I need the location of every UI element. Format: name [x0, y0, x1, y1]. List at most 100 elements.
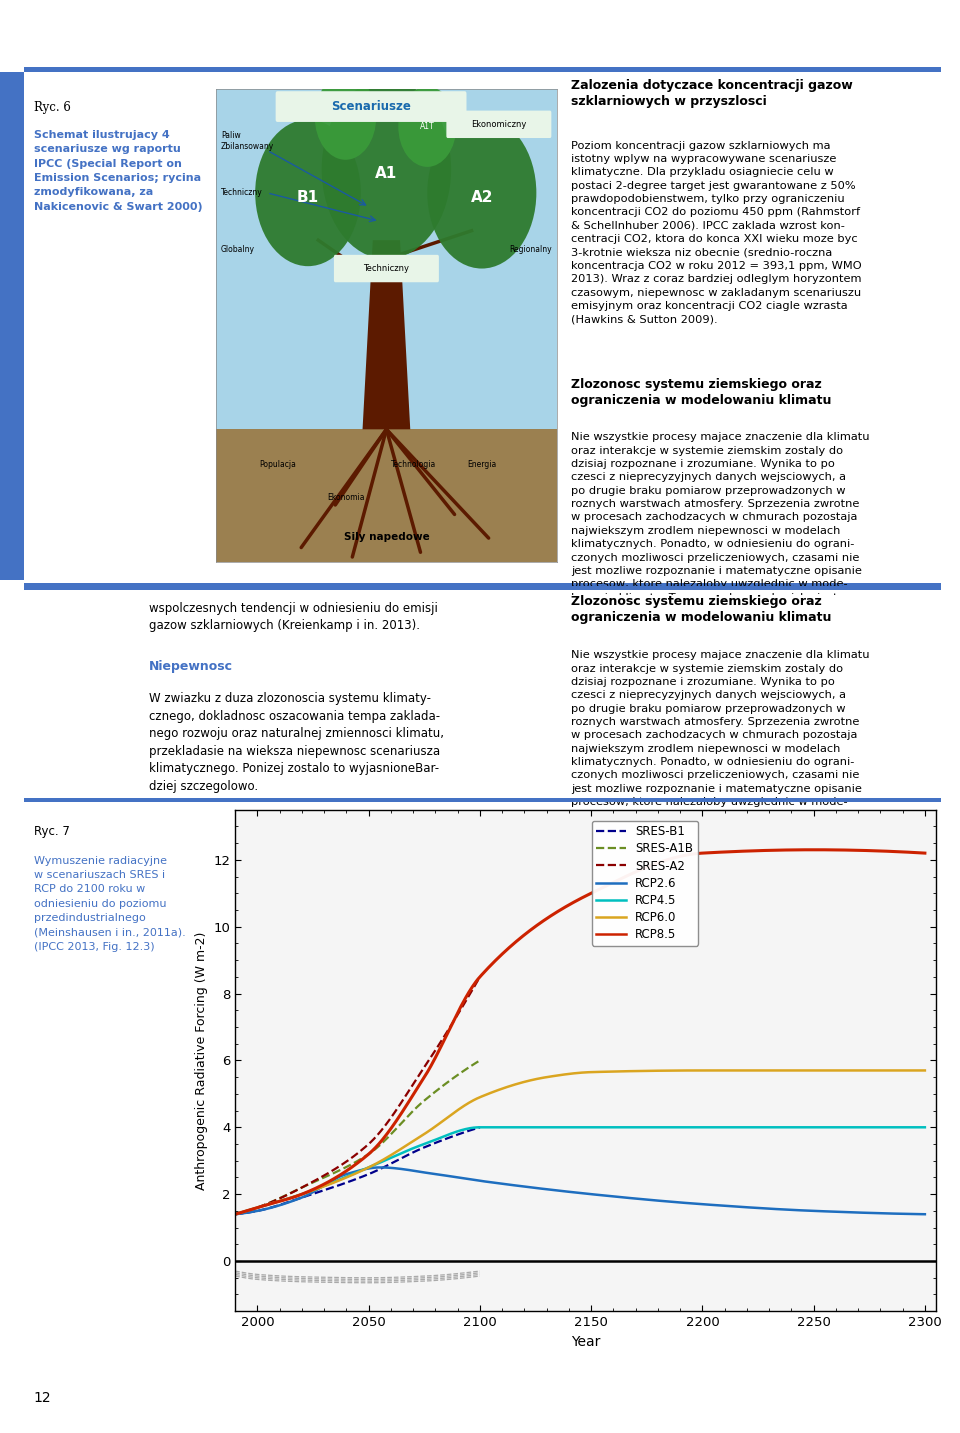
Text: Niepewnosc: Niepewnosc	[149, 659, 233, 672]
SRES-A1B	[379, 1132, 391, 1149]
Line: RCP6.0: RCP6.0	[235, 1070, 924, 1214]
SRES-B1	[474, 1119, 486, 1136]
Text: Ekonomiczny: Ekonomiczny	[471, 120, 526, 129]
SRES-A1B	[375, 1135, 387, 1152]
Polygon shape	[216, 430, 557, 562]
SRES-A1B	[230, 1205, 242, 1222]
RCP8.5	[636, 861, 647, 878]
RCP8.5	[807, 841, 819, 858]
Line: RCP2.6: RCP2.6	[235, 1168, 924, 1214]
RCP8.5	[229, 1205, 241, 1222]
SRES-A2	[230, 1205, 242, 1222]
Text: Ekonomia: Ekonomia	[326, 493, 364, 502]
RCP6.0	[407, 1134, 419, 1151]
RCP6.0	[636, 1062, 647, 1079]
Y-axis label: Anthropogenic Radiative Forcing (W m-2): Anthropogenic Radiative Forcing (W m-2)	[195, 931, 207, 1189]
Circle shape	[255, 119, 361, 267]
Text: Ryc. 7: Ryc. 7	[34, 825, 69, 838]
Legend: SRES-B1, SRES-A1B, SRES-A2, RCP2.6, RCP4.5, RCP6.0, RCP8.5: SRES-B1, SRES-A1B, SRES-A2, RCP2.6, RCP4…	[591, 821, 698, 946]
RCP2.6	[691, 1195, 703, 1212]
RCP2.6	[750, 1199, 761, 1217]
Text: Zlozonosc systemu ziemskiego oraz
ograniczenia w modelowaniu klimatu: Zlozonosc systemu ziemskiego oraz ograni…	[571, 595, 831, 623]
RCP4.5	[637, 1119, 649, 1136]
Text: Techniczny: Techniczny	[221, 188, 263, 198]
Text: Scenariusze: Scenariusze	[331, 100, 411, 113]
X-axis label: Year: Year	[571, 1334, 600, 1348]
SRES-A1B	[374, 1136, 386, 1154]
Text: Zalozenia dotyczace koncentracji gazow
szklarniowych w przyszlosci: Zalozenia dotyczace koncentracji gazow s…	[571, 79, 852, 107]
Text: Wymuszenie radiacyjne
w scenariuszach SRES i
RCP do 2100 roku w
odniesieniu do p: Wymuszenie radiacyjne w scenariuszach SR…	[34, 856, 185, 952]
Text: wspolczesnych tendencji w odniesieniu do emisji
gazow szklarniowych (Kreienkamp : wspolczesnych tendencji w odniesieniu do…	[149, 602, 438, 632]
RCP6.0	[690, 1062, 702, 1079]
Text: Technologia: Technologia	[391, 460, 436, 469]
RCP4.5	[750, 1119, 761, 1136]
SRES-A2	[474, 969, 486, 986]
SRES-B1	[374, 1161, 386, 1178]
RCP4.5	[474, 1119, 486, 1136]
RCP2.6	[919, 1205, 930, 1222]
RCP8.5	[919, 844, 930, 861]
Text: Nie wszystkie procesy majace znaczenie dla klimatu
oraz interakcje w systemie zi: Nie wszystkie procesy majace znaczenie d…	[571, 433, 870, 616]
Polygon shape	[363, 241, 410, 430]
RCP2.6	[351, 1162, 363, 1179]
SRES-A1B	[229, 1205, 241, 1222]
RCP6.0	[541, 1069, 553, 1086]
Text: A2: A2	[470, 191, 493, 205]
SRES-B1	[436, 1132, 447, 1149]
Text: A1FI: A1FI	[337, 113, 354, 122]
RCP4.5	[351, 1164, 363, 1181]
SRES-B1	[379, 1158, 391, 1175]
RCP2.6	[408, 1162, 420, 1179]
Text: Poziom koncentracji gazow szklarniowych ma
istotny wplyw na wypracowywane scenar: Poziom koncentracji gazow szklarniowych …	[571, 140, 862, 324]
Line: SRES-B1: SRES-B1	[235, 1128, 480, 1214]
RCP8.5	[690, 845, 702, 863]
Text: Paliw
Zbilansowany: Paliw Zbilansowany	[221, 130, 275, 150]
Text: Schemat ilustrujacy 4
scenariusze wg raportu
IPCC (Special Report on
Emission Sc: Schemat ilustrujacy 4 scenariusze wg rap…	[34, 130, 203, 212]
RCP6.0	[750, 1062, 761, 1079]
Line: RCP8.5: RCP8.5	[235, 850, 924, 1214]
Text: A1: A1	[375, 166, 397, 182]
RCP6.0	[919, 1062, 930, 1079]
SRES-A2	[436, 1032, 447, 1049]
SRES-A1B	[436, 1078, 447, 1095]
RCP2.6	[637, 1191, 649, 1208]
Circle shape	[398, 86, 456, 166]
RCP4.5	[919, 1119, 930, 1136]
Text: Globalny: Globalny	[221, 245, 255, 254]
Text: W zwiazku z duza zlozonoscia systemu klimaty-
cznego, dokladnosc oszacowania tem: W zwiazku z duza zlozonoscia systemu kli…	[149, 692, 444, 792]
Circle shape	[322, 79, 451, 259]
FancyBboxPatch shape	[276, 92, 467, 122]
Line: SRES-A2: SRES-A2	[235, 977, 480, 1214]
RCP4.5	[542, 1119, 554, 1136]
RCP4.5	[229, 1205, 241, 1222]
RCP4.5	[407, 1139, 419, 1156]
RCP8.5	[749, 843, 760, 860]
RCP8.5	[351, 1155, 363, 1172]
RCP4.5	[691, 1119, 703, 1136]
Text: Techniczny: Techniczny	[364, 264, 409, 274]
RCP6.0	[229, 1205, 241, 1222]
SRES-A2	[451, 1007, 463, 1025]
Text: Regionalny: Regionalny	[509, 245, 552, 254]
RCP8.5	[541, 910, 553, 927]
Text: A1T: A1T	[420, 122, 435, 132]
FancyBboxPatch shape	[446, 110, 551, 138]
RCP6.0	[697, 1062, 708, 1079]
Text: 12: 12	[34, 1391, 51, 1404]
Text: Energia: Energia	[468, 460, 496, 469]
Line: SRES-A1B: SRES-A1B	[235, 1060, 480, 1214]
Circle shape	[427, 118, 537, 268]
Text: B1: B1	[297, 191, 319, 205]
RCP8.5	[407, 1088, 419, 1105]
RCP6.0	[351, 1164, 363, 1181]
FancyBboxPatch shape	[334, 255, 439, 282]
SRES-B1	[375, 1161, 387, 1178]
SRES-A2	[379, 1118, 391, 1135]
RCP2.6	[542, 1181, 554, 1198]
SRES-A2	[375, 1122, 387, 1139]
SRES-A2	[229, 1205, 241, 1222]
SRES-A1B	[451, 1066, 463, 1083]
SRES-B1	[451, 1126, 463, 1144]
RCP2.6	[374, 1159, 386, 1176]
SRES-B1	[229, 1205, 241, 1222]
